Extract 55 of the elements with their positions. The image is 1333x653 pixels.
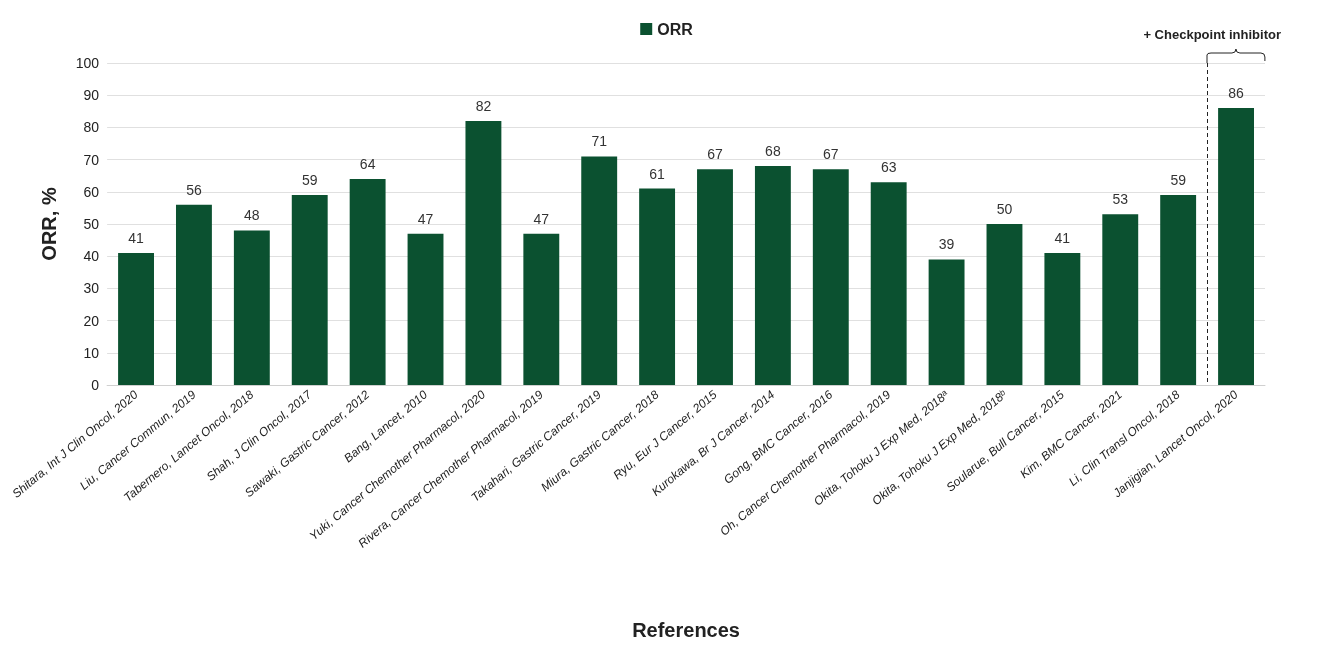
- y-tick-label: 0: [91, 377, 100, 393]
- bar: [465, 120, 502, 385]
- bar: [812, 169, 849, 385]
- text: + Checkpoint inhibitor: [1143, 27, 1282, 42]
- data-label: 86: [1228, 85, 1245, 102]
- y-tick-label: 100: [75, 55, 100, 71]
- y-tick-label: 70: [83, 151, 100, 168]
- legend-label: ORR: [657, 20, 694, 38]
- data-label: 67: [707, 146, 723, 163]
- y-tick-label: 10: [83, 344, 100, 361]
- y-tick-label: 90: [83, 87, 100, 104]
- bar: [1218, 108, 1254, 385]
- bar: [928, 259, 965, 385]
- data-label: 53: [1112, 191, 1129, 208]
- bar: [870, 182, 907, 385]
- data-label: 64: [359, 155, 376, 172]
- bar: [1044, 252, 1081, 385]
- bar: [291, 195, 328, 385]
- x-axis-title: References: [632, 619, 740, 641]
- y-tick-label: 80: [83, 119, 100, 136]
- y-tick-label: 60: [83, 183, 100, 200]
- bar: [407, 233, 444, 385]
- data-label: 63: [880, 159, 897, 176]
- bar: [1102, 214, 1139, 385]
- bar: [175, 204, 212, 385]
- bar: [349, 178, 386, 385]
- bar: [639, 188, 676, 385]
- y-axis-title: ORR, %: [38, 187, 61, 261]
- bar: [1160, 195, 1197, 385]
- bar: [523, 233, 560, 385]
- data-label: 41: [128, 229, 145, 246]
- y-tick-label: 20: [83, 312, 100, 329]
- data-label: 68: [765, 143, 781, 160]
- data-label: 67: [823, 146, 839, 163]
- bar: [581, 156, 618, 385]
- data-label: 59: [1170, 172, 1187, 189]
- data-label: 82: [475, 97, 492, 114]
- data-label: 59: [301, 172, 318, 189]
- data-label: 50: [996, 201, 1013, 217]
- y-tick-label: 30: [83, 280, 100, 297]
- data-label: 47: [533, 210, 550, 227]
- data-label: 47: [417, 210, 434, 227]
- data-label: 61: [649, 165, 666, 182]
- bar: [754, 166, 791, 385]
- data-label: 41: [1054, 229, 1071, 246]
- y-tick-label: 40: [83, 248, 100, 265]
- data-label: 48: [244, 207, 260, 224]
- data-label: 39: [938, 236, 955, 253]
- bar: [118, 252, 154, 385]
- bar: [233, 230, 270, 385]
- data-label: 56: [186, 181, 202, 198]
- data-label: 71: [591, 133, 608, 150]
- bar: [986, 224, 1023, 385]
- bar: [697, 169, 733, 385]
- y-tick-label: 50: [83, 216, 100, 232]
